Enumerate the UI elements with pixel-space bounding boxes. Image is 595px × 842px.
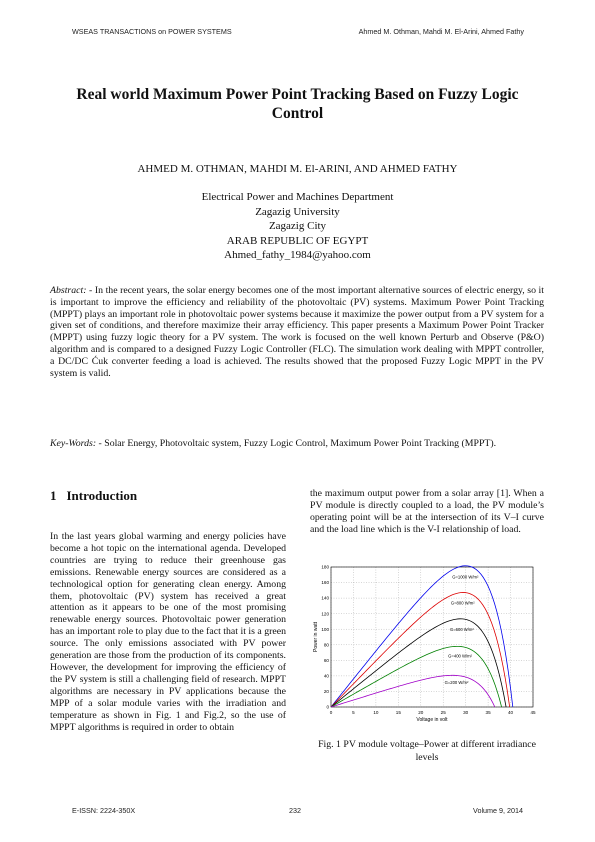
intro-column-right: the maximum output power from a solar ar… bbox=[310, 488, 544, 535]
abstract: Abstract: - In the recent years, the sol… bbox=[50, 285, 544, 379]
series-label-5: G=200 W/m² bbox=[445, 680, 469, 685]
section-number: 1 bbox=[50, 488, 57, 503]
affiliation-country: ARAB REPUBLIC OF EGYPT bbox=[226, 234, 369, 247]
y-tick-label: 100 bbox=[321, 627, 329, 632]
x-tick-label: 25 bbox=[441, 710, 447, 715]
y-tick-label: 0 bbox=[326, 705, 329, 710]
keywords-text: - Solar Energy, Photovoltaic system, Fuz… bbox=[96, 438, 497, 449]
series-line-2 bbox=[330, 592, 511, 708]
series-label-2: G=800 W/m² bbox=[451, 601, 475, 606]
abstract-label: Abstract: bbox=[50, 285, 87, 296]
abstract-text: - In the recent years, the solar energy … bbox=[50, 285, 544, 379]
keywords-label: Key-Words: bbox=[50, 438, 97, 449]
y-tick-label: 20 bbox=[324, 689, 330, 694]
y-tick-label: 160 bbox=[321, 580, 329, 585]
y-tick-label: 180 bbox=[321, 565, 329, 570]
section-heading: 1 Introduction bbox=[50, 488, 137, 504]
series-line-5 bbox=[330, 674, 496, 708]
x-tick-label: 35 bbox=[486, 710, 492, 715]
author-list: AHMED M. OTHMAN, MAHDI M. El-ARINI, AND … bbox=[137, 163, 458, 175]
x-tick-label: 5 bbox=[352, 710, 355, 715]
affiliation-department: Electrical Power and Machines Department bbox=[201, 191, 394, 203]
x-tick-label: 15 bbox=[396, 710, 402, 715]
figure-caption: Fig. 1 PV module voltage–Power at differ… bbox=[318, 739, 536, 763]
affiliation-block: Electrical Power and Machines Department… bbox=[0, 190, 595, 263]
footer-volume: Volume 9, 2014 bbox=[473, 806, 523, 815]
plot-frame bbox=[330, 566, 534, 708]
keywords: Key-Words: - Solar Energy, Photovoltaic … bbox=[50, 438, 544, 450]
x-tick-label: 45 bbox=[530, 710, 536, 715]
x-tick-label: 40 bbox=[508, 710, 514, 715]
series-label-4: G=400 W/m² bbox=[448, 654, 472, 659]
affiliation-city: Zagazig City bbox=[268, 220, 327, 233]
x-tick-label: 30 bbox=[463, 710, 469, 715]
y-tick-label: 60 bbox=[324, 658, 330, 663]
pv-power-voltage-chart: 0 5 10 15 20 25 30 35 40 45 0 20 40 60 80 100 120 140 160 1… bbox=[311, 561, 541, 726]
y-tick-label: 120 bbox=[321, 611, 329, 616]
plot-area bbox=[331, 567, 533, 707]
paper-title: Real world Maximum Power Point Tracking … bbox=[76, 86, 519, 122]
series-line-3 bbox=[330, 618, 507, 708]
x-tick-label: 10 bbox=[373, 710, 379, 715]
footer-issn: E-ISSN: 2224-350X bbox=[72, 806, 136, 815]
running-header-journal: WSEAS TRANSACTIONS on POWER SYSTEMS bbox=[72, 27, 232, 36]
section-title: Introduction bbox=[66, 488, 138, 503]
author-email: Ahmed_fathy_1984@yahoo.com bbox=[224, 249, 371, 262]
series-label-3: G=600 W/m² bbox=[450, 627, 474, 632]
chart-svg: 0 5 10 15 20 25 30 35 40 45 0 20 40 60 80 100 120 140 160 1… bbox=[313, 565, 536, 723]
y-tick-label: 40 bbox=[324, 673, 330, 678]
y-tick-label: 80 bbox=[324, 642, 330, 647]
y-axis-label: Power in watt bbox=[313, 621, 319, 652]
series-label-1: G=1000 W/m² bbox=[452, 574, 479, 579]
footer-page-number: 232 bbox=[289, 806, 301, 815]
affiliation-university: Zagazig University bbox=[255, 205, 340, 218]
x-axis-label: Voltage in volt bbox=[416, 717, 448, 723]
x-tick-label: 0 bbox=[330, 710, 333, 715]
x-tick-label: 20 bbox=[418, 710, 424, 715]
y-tick-label: 140 bbox=[321, 596, 329, 601]
running-header-authors: Ahmed M. Othman, Mahdi M. El-Arini, Ahme… bbox=[358, 27, 524, 36]
intro-column-left: In the last years global warming and ene… bbox=[50, 531, 286, 733]
series-line-4 bbox=[330, 645, 502, 708]
series-line-1 bbox=[330, 565, 514, 708]
